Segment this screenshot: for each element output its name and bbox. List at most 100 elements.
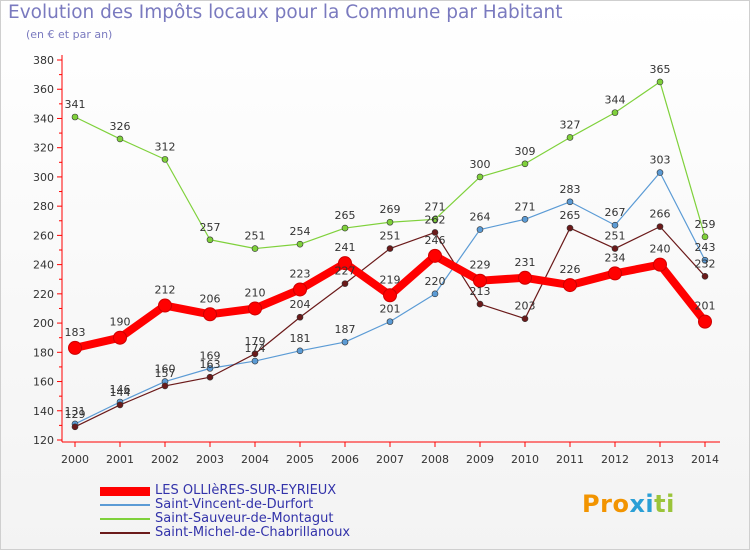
series-1-value-label: 241 (335, 241, 356, 254)
series-2-value-label: 131 (65, 405, 86, 418)
y-tick-label: 140 (33, 405, 54, 418)
y-tick-label: 340 (33, 112, 54, 125)
series-2-point (521, 216, 529, 223)
series-4-point (521, 315, 529, 322)
series-3-value-label: 365 (650, 63, 671, 76)
series-4-value-label: 227 (335, 265, 356, 278)
series-4-value-label: 204 (290, 298, 311, 311)
series-2-point (341, 338, 349, 346)
series-3-value-label: 259 (695, 218, 716, 231)
logo-letter: r (600, 490, 613, 518)
series-4-value-label: 266 (650, 208, 671, 221)
legend-swatch (100, 504, 150, 506)
series-2-value-label: 181 (290, 332, 311, 345)
series-3-point (656, 78, 664, 86)
logo-letter: P (582, 490, 601, 518)
series-1-value-label: 219 (380, 273, 401, 286)
axes (61, 55, 720, 443)
y-tick-label: 360 (33, 83, 54, 96)
series-1-point (293, 282, 307, 297)
series-3-point (341, 224, 349, 232)
series-2-point (476, 226, 484, 233)
series-2-value-label: 264 (470, 211, 491, 224)
series-2-point (566, 198, 574, 206)
series-1-point (518, 270, 532, 285)
logo-letter: x (629, 490, 646, 518)
series-2-value-label: 201 (380, 303, 401, 316)
x-tick-label: 2007 (376, 453, 404, 466)
series-4-point (611, 245, 619, 252)
series-4-point (251, 350, 259, 358)
series-1-point (158, 298, 172, 313)
series-2-value-label: 169 (200, 349, 221, 362)
series-1-point (203, 307, 217, 322)
series-1-point (338, 256, 352, 271)
legend-swatch (100, 487, 150, 496)
series-2-point (251, 357, 259, 365)
series-1-value-label: 226 (560, 263, 581, 276)
y-tick-label: 160 (33, 376, 54, 389)
logo-letter: o (612, 490, 630, 518)
series-4-value-label: 129 (65, 408, 86, 421)
series-3-point (566, 134, 574, 141)
series-1-point (698, 314, 712, 329)
series-value-labels: 183 190 212 206 210 223 241 219 246 229 231 226 234 2… (65, 63, 716, 421)
series-2-point (701, 256, 709, 264)
series-3-value-label: 254 (290, 225, 311, 238)
series-1-point (248, 301, 262, 316)
y-tick-label: 320 (33, 142, 54, 155)
series-3-value-label: 300 (470, 158, 491, 171)
y-tick-label: 200 (33, 317, 54, 330)
x-tick-label: 2000 (61, 453, 89, 466)
logo-letter: t (654, 490, 667, 518)
series-4-point (116, 401, 124, 409)
series-2-point (431, 290, 439, 298)
x-tick-label: 2001 (106, 453, 134, 466)
series-2-value-label: 160 (155, 363, 176, 376)
series-2-value-label: 220 (425, 275, 446, 288)
series-1-point (473, 273, 487, 288)
series-4-value-label: 262 (425, 213, 446, 226)
logo-letter: i (666, 490, 675, 518)
series-3-point (206, 236, 214, 244)
series-1-point (653, 257, 667, 272)
series-3-point (431, 216, 439, 223)
series-4-value-label: 232 (695, 257, 716, 270)
x-tick-label: 2008 (421, 453, 449, 466)
x-tick-label: 2002 (151, 453, 179, 466)
series-3-value-label: 312 (155, 140, 176, 153)
series-1-point (383, 288, 397, 303)
series-2-point (611, 221, 619, 229)
series-4-point (386, 245, 394, 252)
series-4-value-label: 163 (200, 358, 221, 371)
series-4-value-label: 251 (605, 230, 626, 243)
series-1-value-label: 190 (110, 316, 131, 329)
x-tick-label: 2003 (196, 453, 224, 466)
y-tick-label: 180 (33, 346, 54, 359)
series-3-point (476, 173, 484, 181)
proxiti-logo: Proxiti (582, 490, 675, 518)
series-1-point (563, 278, 577, 293)
series-3-point (611, 109, 619, 116)
y-tick-label: 220 (33, 288, 54, 301)
series-4-value-label: 251 (380, 230, 401, 243)
y-tick-label: 240 (33, 259, 54, 272)
y-axis-ticks: 120 140 160 180 200 220 240 260 280 300 320 340 360 3… (33, 54, 62, 447)
legend-swatch (100, 518, 150, 520)
series-4-point (296, 313, 304, 321)
series-2-point (296, 347, 304, 355)
series-3-value-label: 344 (605, 94, 626, 107)
series-4-point (476, 300, 484, 308)
series-3-point (521, 160, 529, 168)
series-3-point (251, 245, 259, 252)
series-2-value-label: 243 (695, 241, 716, 254)
series-1-value-label: 223 (290, 267, 311, 280)
series-4-value-label: 179 (245, 335, 266, 348)
legend-label: Saint-Sauveur-de-Montagut (155, 511, 334, 526)
series-2-value-label: 187 (335, 323, 356, 336)
series-2-value-label: 271 (515, 200, 536, 213)
series-4-point (431, 229, 439, 236)
series-points (68, 78, 712, 431)
series-3-value-label: 269 (380, 203, 401, 216)
